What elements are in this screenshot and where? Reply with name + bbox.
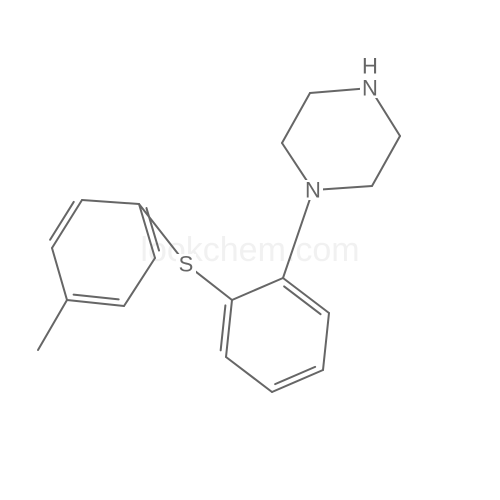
atom-label-N2_N: N bbox=[362, 76, 378, 101]
molecule-canvas: lookchem.comSNHN bbox=[0, 0, 500, 500]
atom-label-N1: N bbox=[305, 178, 321, 203]
atom-label-S: S bbox=[179, 252, 194, 277]
watermark-text: lookchem.com bbox=[140, 231, 359, 269]
